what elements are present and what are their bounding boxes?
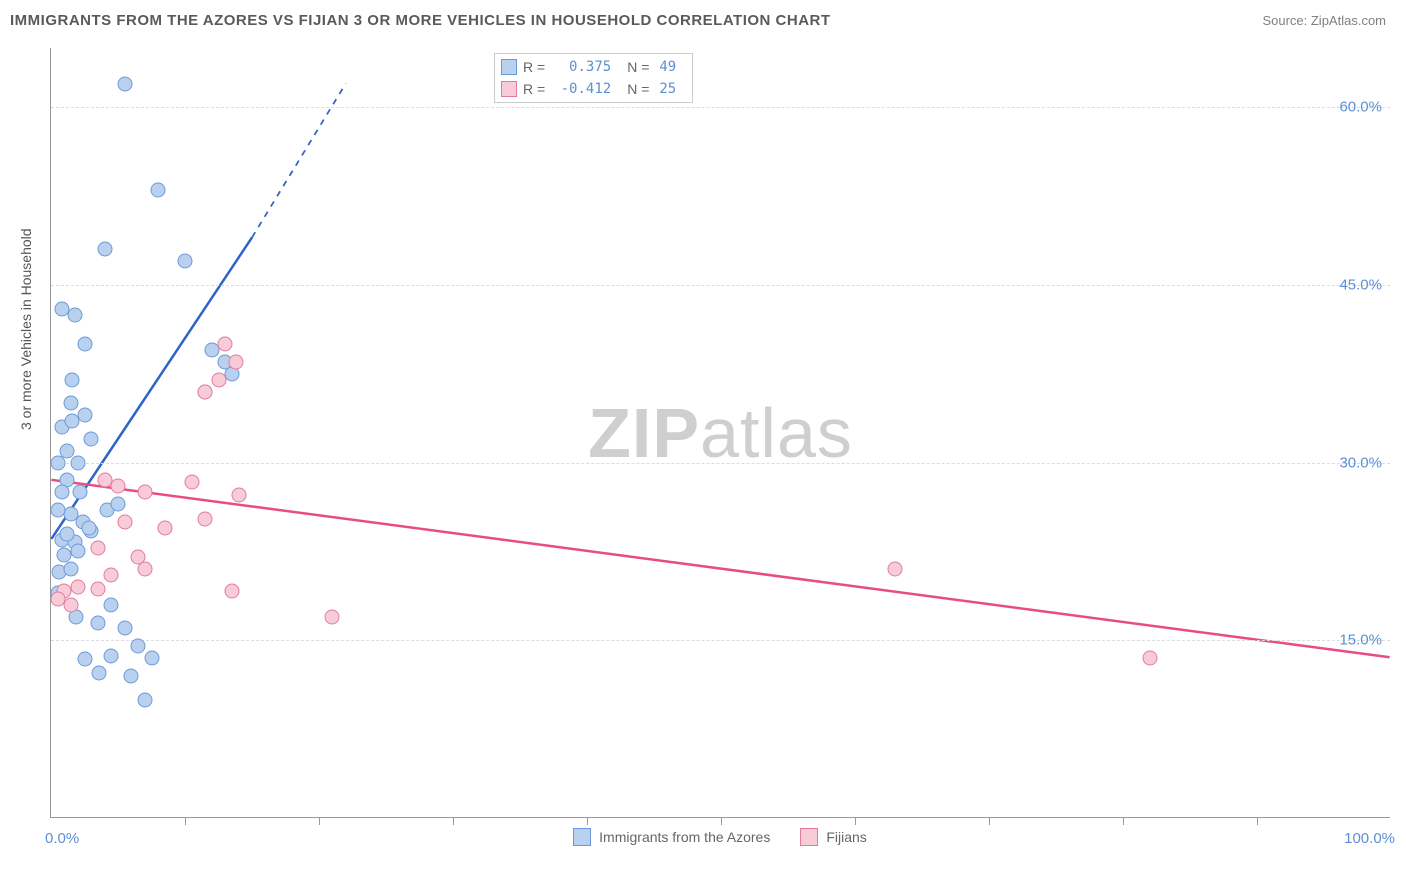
data-point — [151, 183, 166, 198]
data-point — [104, 597, 119, 612]
data-point — [1142, 651, 1157, 666]
x-tick — [721, 817, 722, 825]
r-label: R = — [523, 81, 545, 97]
data-point — [224, 583, 239, 598]
legend-swatch — [501, 59, 517, 75]
legend-item: Fijians — [800, 828, 866, 846]
x-tick — [587, 817, 588, 825]
data-point — [64, 562, 79, 577]
data-point — [77, 408, 92, 423]
x-tick — [185, 817, 186, 825]
legend-swatch — [501, 81, 517, 97]
data-point — [65, 372, 80, 387]
y-tick-label: 45.0% — [1339, 276, 1382, 293]
x-tick — [989, 817, 990, 825]
watermark-rest: atlas — [700, 394, 853, 472]
data-point — [90, 540, 105, 555]
data-point — [92, 666, 107, 681]
data-point — [211, 372, 226, 387]
data-point — [198, 512, 213, 527]
data-point — [137, 485, 152, 500]
data-point — [325, 609, 340, 624]
data-point — [70, 544, 85, 559]
data-point — [54, 485, 69, 500]
r-label: R = — [523, 59, 545, 75]
data-point — [77, 337, 92, 352]
data-point — [84, 431, 99, 446]
data-point — [68, 307, 83, 322]
data-point — [111, 497, 126, 512]
data-point — [50, 591, 65, 606]
data-point — [198, 384, 213, 399]
watermark: ZIPatlas — [588, 393, 853, 473]
legend-swatch — [573, 828, 591, 846]
x-tick — [1257, 817, 1258, 825]
data-point — [70, 580, 85, 595]
data-point — [73, 485, 88, 500]
correlation-box: R = 0.375 N = 49 R = -0.412 N = 25 — [494, 53, 693, 103]
n-value: 49 — [659, 59, 676, 75]
n-label: N = — [627, 59, 649, 75]
gridline-h — [51, 463, 1390, 464]
chart-title: IMMIGRANTS FROM THE AZORES VS FIJIAN 3 O… — [10, 12, 831, 29]
data-point — [50, 503, 65, 518]
data-point — [117, 621, 132, 636]
data-point — [228, 354, 243, 369]
data-point — [90, 582, 105, 597]
data-point — [111, 479, 126, 494]
data-point — [60, 526, 75, 541]
legend-item: Immigrants from the Azores — [573, 828, 770, 846]
correlation-row: R = -0.412 N = 25 — [501, 78, 686, 100]
gridline-h — [51, 285, 1390, 286]
plot-area: ZIPatlas 15.0% 30.0% 45.0% 60.0% — [50, 48, 1390, 818]
legend-label: Immigrants from the Azores — [599, 829, 770, 845]
data-point — [131, 639, 146, 654]
data-point — [144, 651, 159, 666]
data-point — [231, 487, 246, 502]
n-value: 25 — [659, 81, 676, 97]
data-point — [888, 562, 903, 577]
gridline-h — [51, 107, 1390, 108]
data-point — [124, 668, 139, 683]
watermark-bold: ZIP — [588, 394, 700, 472]
x-tick — [319, 817, 320, 825]
data-point — [81, 520, 96, 535]
gridline-h — [51, 640, 1390, 641]
r-value: -0.412 — [555, 81, 611, 97]
data-point — [90, 615, 105, 630]
data-point — [97, 242, 112, 257]
y-tick-label: 60.0% — [1339, 99, 1382, 116]
data-point — [104, 568, 119, 583]
data-point — [97, 473, 112, 488]
data-point — [64, 396, 79, 411]
title-bar: IMMIGRANTS FROM THE AZORES VS FIJIAN 3 O… — [0, 0, 1406, 40]
legend-label: Fijians — [826, 829, 866, 845]
n-label: N = — [627, 81, 649, 97]
y-axis-title: 3 or more Vehicles in Household — [18, 228, 34, 430]
y-tick-label: 15.0% — [1339, 632, 1382, 649]
data-point — [137, 692, 152, 707]
trend-line — [51, 480, 1389, 657]
data-point — [157, 520, 172, 535]
source-label: Source: ZipAtlas.com — [1262, 13, 1386, 28]
y-tick-label: 30.0% — [1339, 454, 1382, 471]
data-point — [137, 562, 152, 577]
legend-swatch — [800, 828, 818, 846]
data-point — [70, 455, 85, 470]
x-tick — [453, 817, 454, 825]
x-tick — [1123, 817, 1124, 825]
data-point — [104, 648, 119, 663]
data-point — [218, 337, 233, 352]
trend-lines-svg — [51, 48, 1390, 817]
r-value: 0.375 — [555, 59, 611, 75]
data-point — [178, 254, 193, 269]
legend-bottom: Immigrants from the Azores Fijians — [50, 828, 1390, 846]
correlation-row: R = 0.375 N = 49 — [501, 56, 686, 78]
data-point — [77, 652, 92, 667]
x-tick — [855, 817, 856, 825]
data-point — [117, 76, 132, 91]
data-point — [64, 597, 79, 612]
data-point — [184, 474, 199, 489]
data-point — [117, 514, 132, 529]
